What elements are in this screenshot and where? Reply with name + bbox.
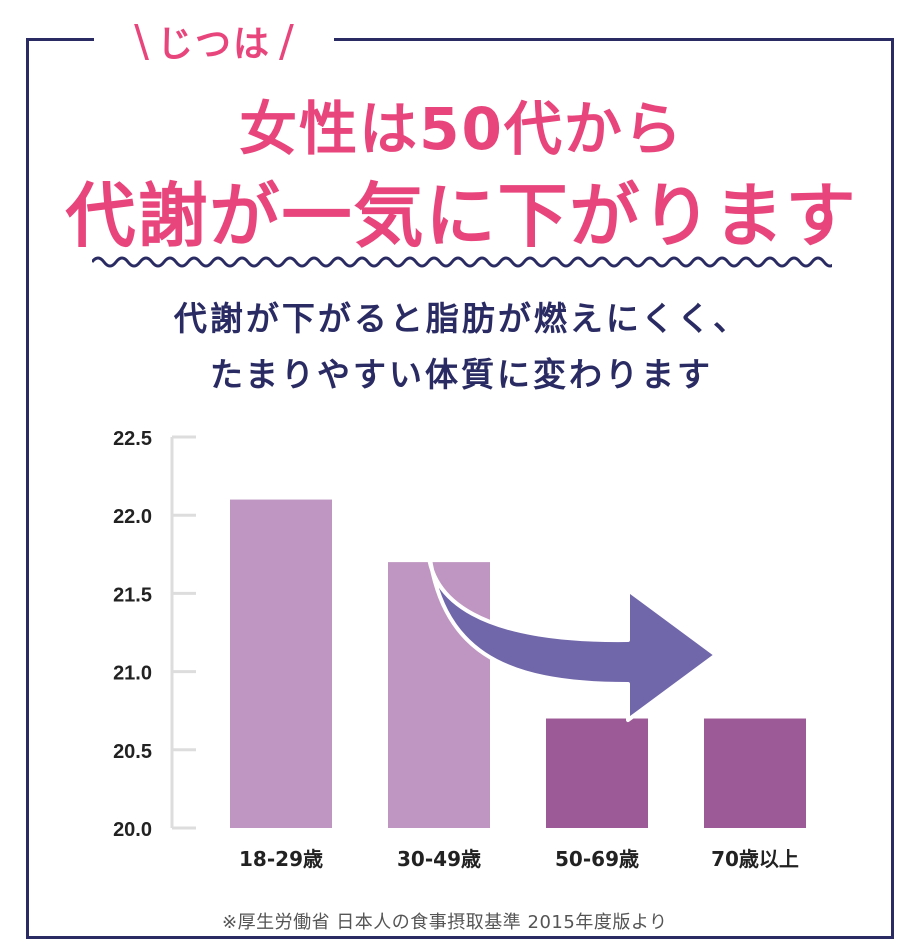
y-tick-label: 22.5 [113,428,152,450]
slash-right-icon: / [279,15,294,67]
x-category-label: 70歳以上 [711,847,799,871]
subtitle-line2: たまりやすい体質に変わります [209,355,713,394]
headline-line2: 代謝が一気に下がります [65,175,858,257]
source-note: ※厚生労働省 日本人の食事摂取基準 2015年度版より [222,912,668,933]
bar-3 [546,718,648,828]
bar-4 [704,718,806,828]
x-category-label: 30-49歳 [397,847,481,871]
y-tick-label: 20.0 [113,819,152,841]
x-category-label: 18-29歳 [239,847,323,871]
y-tick-label: 22.0 [113,506,152,528]
y-tick-label: 20.5 [113,741,152,763]
outer-frame [26,38,894,939]
tagline: じつは [156,24,271,65]
trend-arrow-icon [426,543,718,722]
tagline-badge: \ じつは / [94,4,334,78]
y-tick-label: 21.5 [113,584,152,606]
slash-left-icon: \ [134,15,149,67]
x-category-label: 50-69歳 [555,847,639,871]
subtitle-line1: 代謝が下がると脂肪が燃えにくく、 [173,299,750,338]
bar-1 [230,499,332,828]
wave-divider [92,256,832,268]
bar-2 [388,562,490,828]
headline-line1: 女性は50代から [239,95,684,163]
y-tick-label: 21.0 [113,663,152,685]
